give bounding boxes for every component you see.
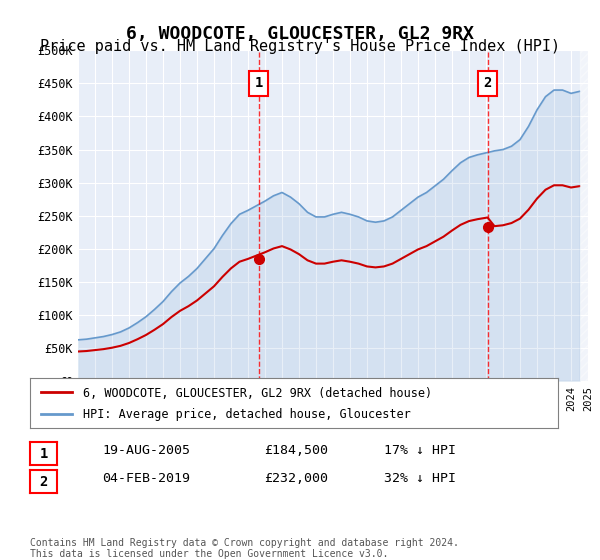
- Text: 1: 1: [254, 77, 263, 91]
- Text: £184,500: £184,500: [264, 444, 328, 458]
- Text: 2: 2: [484, 77, 492, 91]
- Text: £232,000: £232,000: [264, 472, 328, 486]
- Text: 6, WOODCOTE, GLOUCESTER, GL2 9RX: 6, WOODCOTE, GLOUCESTER, GL2 9RX: [126, 25, 474, 43]
- Text: 19-AUG-2005: 19-AUG-2005: [102, 444, 190, 458]
- Text: Contains HM Land Registry data © Crown copyright and database right 2024.
This d: Contains HM Land Registry data © Crown c…: [30, 538, 459, 559]
- Text: 17% ↓ HPI: 17% ↓ HPI: [384, 444, 456, 458]
- Text: 32% ↓ HPI: 32% ↓ HPI: [384, 472, 456, 486]
- Text: 6, WOODCOTE, GLOUCESTER, GL2 9RX (detached house): 6, WOODCOTE, GLOUCESTER, GL2 9RX (detach…: [83, 386, 432, 400]
- Text: HPI: Average price, detached house, Gloucester: HPI: Average price, detached house, Glou…: [83, 408, 410, 421]
- Text: 1: 1: [40, 447, 47, 460]
- Text: Price paid vs. HM Land Registry's House Price Index (HPI): Price paid vs. HM Land Registry's House …: [40, 39, 560, 54]
- Text: 2: 2: [40, 475, 47, 488]
- Text: 04-FEB-2019: 04-FEB-2019: [102, 472, 190, 486]
